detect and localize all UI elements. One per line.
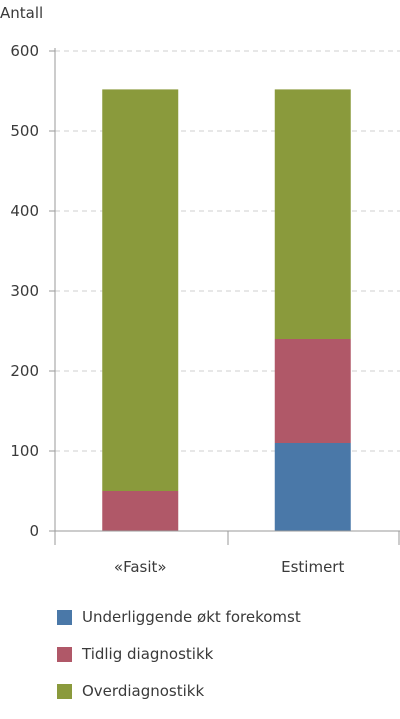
y-tick-label: 100 [10,442,39,460]
bar-segment [274,443,351,531]
y-tick-label: 400 [10,202,39,220]
bar-segment [102,491,179,531]
y-tick-label: 600 [10,42,39,60]
legend-item: Tidlig diagnostikk [57,645,301,663]
legend-item: Underliggende økt forekomst [57,608,301,626]
category-labels: «Fasit» Estimert [114,558,345,576]
y-tick-label: 200 [10,362,39,380]
category-label: Estimert [281,558,344,576]
y-tick-labels: 0 100 200 300 400 500 600 [10,42,39,540]
bars [102,89,351,531]
y-tick-label: 0 [29,522,39,540]
legend: Underliggende økt forekomst Tidlig diagno… [57,608,301,719]
y-tick-label: 500 [10,122,39,140]
category-label: «Fasit» [114,558,167,576]
bar-segment [274,89,351,340]
y-axis-label: Antall [0,4,43,22]
y-tick-label: 300 [10,282,39,300]
stacked-bar-chart: Antall 0 100 200 300 400 500 600 «Fasit» Estime… [0,4,400,576]
legend-label: Underliggende økt forekomst [82,608,301,626]
legend-swatch [57,683,72,699]
legend-label: Tidlig diagnostikk [82,645,214,663]
bar-segment [102,89,179,492]
bar-segment [274,339,351,443]
legend-label: Overdiagnostikk [82,682,205,700]
legend-swatch [57,646,72,662]
axes [54,48,400,545]
legend-item: Overdiagnostikk [57,682,301,700]
legend-swatch [57,609,72,625]
